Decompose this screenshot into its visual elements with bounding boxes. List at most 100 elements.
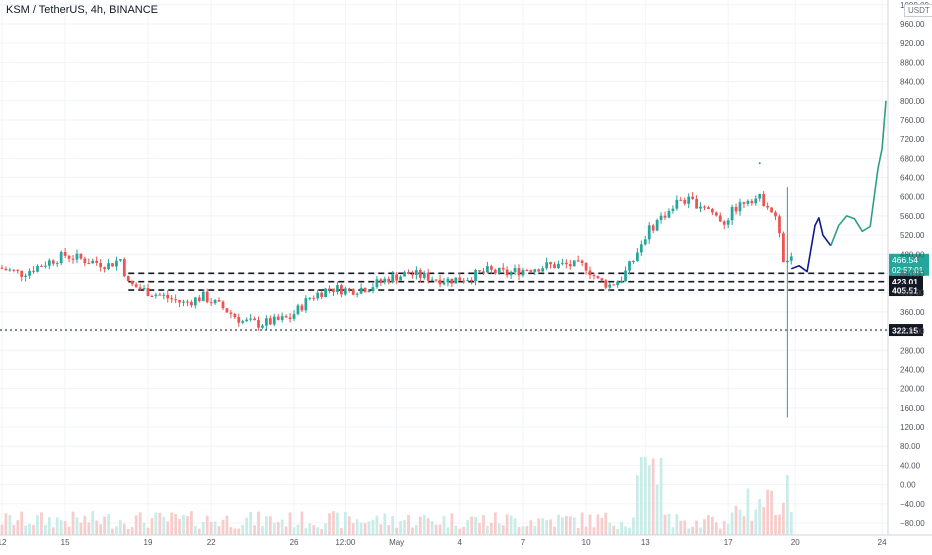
volume-bar [430, 520, 434, 535]
volume-bar [324, 523, 327, 535]
volume-bar [418, 516, 422, 535]
volume-bar [438, 524, 442, 535]
volume-bar [130, 527, 134, 535]
volume-bar [308, 523, 312, 535]
candle-body [541, 268, 545, 272]
volume-bar [8, 514, 12, 535]
volume-bar [40, 512, 43, 535]
volume-bar [284, 526, 288, 535]
volume-bar [545, 519, 548, 535]
volume-bar [561, 517, 564, 535]
candle-body [154, 294, 158, 297]
countdown-label: 02:57:01 [892, 266, 924, 275]
candle-body [47, 260, 51, 266]
candle-body [758, 194, 762, 199]
candle-body [221, 301, 225, 309]
volume-bar [651, 458, 655, 535]
volume-bar [95, 520, 99, 535]
y-tick-label: 800.00 [900, 97, 925, 106]
volume-bar [367, 521, 371, 535]
volume-bar [675, 514, 679, 535]
candle-body [718, 215, 722, 222]
candle-body [118, 259, 122, 261]
volume-bar [691, 526, 695, 535]
candle-body [158, 294, 162, 296]
volume-bar [158, 512, 162, 535]
volume-bar [663, 514, 667, 535]
candle-body [426, 272, 430, 281]
volume-bar [142, 522, 146, 535]
x-tick-label: 10 [582, 538, 591, 547]
candle-body [142, 288, 146, 290]
volume-bar [166, 521, 170, 535]
candle-body [411, 274, 414, 276]
candle-body [304, 298, 308, 311]
candle-body [596, 276, 600, 279]
currency-label[interactable]: USDT [904, 4, 932, 17]
volume-bar [517, 526, 521, 535]
volume-bar [679, 520, 683, 535]
volume-bar [162, 516, 166, 535]
y-tick-label: 80.00 [900, 442, 921, 451]
volume-bar [632, 517, 635, 535]
volume-bar [272, 522, 276, 535]
volume-bar [596, 514, 600, 535]
candle-body [489, 266, 493, 270]
volume-bar [233, 528, 237, 535]
y-tick-label: 240.00 [900, 365, 925, 374]
volume-bar [446, 527, 450, 535]
volume-bar [87, 522, 91, 535]
candle-body [363, 287, 367, 293]
candle-body [316, 292, 320, 299]
candle-body [450, 278, 454, 284]
volume-bar [340, 527, 343, 535]
candle-body [576, 260, 580, 262]
projection-drawings[interactable] [758, 100, 887, 273]
volume-bar [122, 523, 126, 535]
candle-body [0, 267, 4, 269]
volume-bar [521, 526, 525, 535]
candle-body [375, 279, 379, 288]
candle-body [639, 244, 643, 253]
candle-body [762, 194, 766, 207]
candle-body [67, 255, 71, 259]
candle-body [233, 313, 237, 318]
volume-bar [237, 528, 241, 535]
volume-bar [138, 512, 142, 535]
candle-body [20, 270, 24, 277]
volume-bar [99, 524, 103, 535]
candle-body [726, 220, 730, 225]
volume-bar [190, 511, 193, 535]
candle-body [430, 279, 434, 281]
x-tick-label: 12:00 [335, 538, 356, 547]
volume-bar [79, 522, 83, 535]
candle-body [785, 260, 789, 263]
candle-body [217, 299, 221, 302]
candle-body [600, 278, 604, 281]
candle-body [738, 202, 742, 212]
volume-bar [482, 515, 485, 535]
volume-bar [265, 516, 268, 535]
candle-body [572, 260, 576, 267]
candle-body [71, 258, 75, 260]
candle-body [205, 291, 209, 303]
candle-body [268, 318, 272, 325]
candle-body [446, 278, 450, 283]
candle-body [166, 294, 170, 299]
candle-body [608, 284, 612, 288]
volume-bar [249, 511, 252, 535]
volume-bar [710, 516, 714, 535]
candle-body [253, 318, 256, 321]
volume-bar [592, 527, 596, 535]
candle-body [83, 258, 87, 264]
candle-body [458, 277, 462, 281]
volume-bar [241, 524, 245, 535]
y-tick-label: 920.00 [900, 39, 925, 48]
volume-bar [280, 519, 284, 535]
candle-body [178, 300, 181, 303]
candle-body [182, 301, 185, 303]
volume-bar [170, 512, 174, 535]
